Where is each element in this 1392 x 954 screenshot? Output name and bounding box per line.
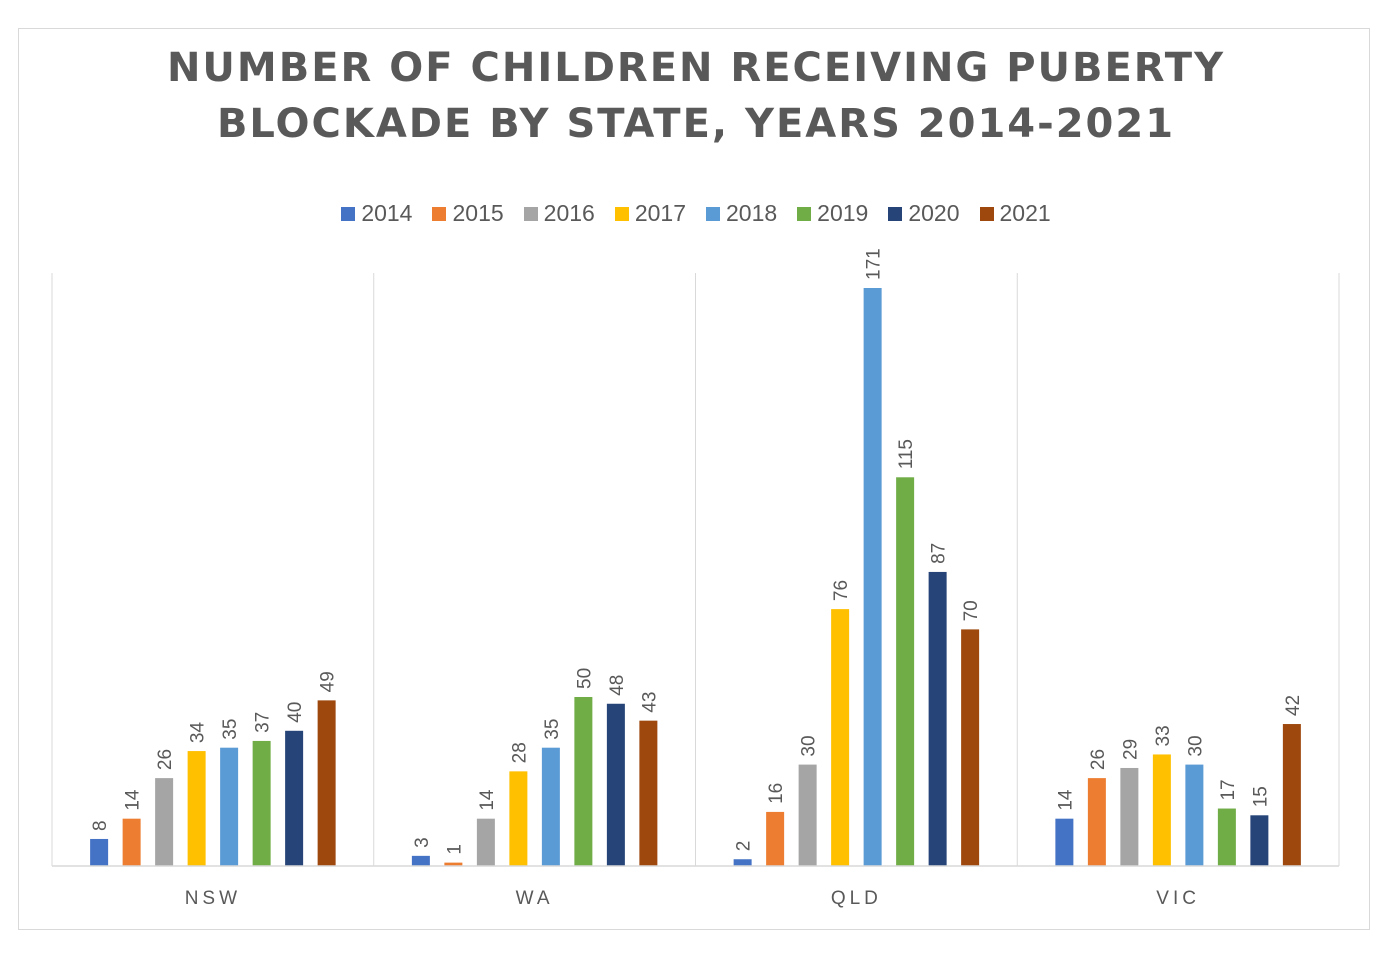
chart-title: NUMBER OF CHILDREN RECEIVING PUBERTY BLO… xyxy=(0,40,1392,152)
category-label-WA: WA xyxy=(516,888,554,909)
data-label-QLD-2018: 171 xyxy=(864,248,885,280)
bar-NSW-2018 xyxy=(220,747,239,866)
bar-QLD-2014 xyxy=(733,859,752,866)
legend-label-2017: 2017 xyxy=(634,200,686,226)
bar-WA-2021 xyxy=(639,720,658,866)
bar-VIC-2016 xyxy=(1120,767,1139,866)
bar-NSW-2015 xyxy=(122,818,141,866)
legend-item-2021: 2021 xyxy=(979,200,1051,227)
legend-item-2016: 2016 xyxy=(523,200,595,227)
bar-NSW-2014 xyxy=(90,838,109,866)
legend-swatch-2019 xyxy=(797,206,812,221)
data-label-VIC-2017: 33 xyxy=(1153,725,1174,746)
legend-swatch-2020 xyxy=(888,206,903,221)
data-label-VIC-2014: 14 xyxy=(1055,789,1076,811)
data-label-QLD-2017: 76 xyxy=(831,580,852,601)
bar-VIC-2015 xyxy=(1087,778,1106,866)
bar-NSW-2020 xyxy=(285,730,304,866)
data-label-WA-2021: 43 xyxy=(639,692,660,713)
data-label-WA-2016: 14 xyxy=(477,789,498,811)
data-label-VIC-2015: 26 xyxy=(1088,749,1109,770)
bar-VIC-2018 xyxy=(1185,764,1204,866)
legend-swatch-2014 xyxy=(341,206,356,221)
data-label-NSW-2018: 35 xyxy=(220,719,241,740)
legend-item-2014: 2014 xyxy=(341,200,412,227)
data-label-VIC-2016: 29 xyxy=(1120,739,1141,760)
legend-swatch-2018 xyxy=(706,206,720,221)
data-label-QLD-2021: 70 xyxy=(961,600,982,621)
bar-NSW-2021 xyxy=(317,700,336,866)
bar-NSW-2016 xyxy=(155,778,174,866)
legend-label-2019: 2019 xyxy=(817,200,869,226)
legend-item-2018: 2018 xyxy=(706,200,777,227)
bar-QLD-2015 xyxy=(766,811,785,866)
bar-VIC-2021 xyxy=(1282,724,1301,866)
legend-label-2018: 2018 xyxy=(726,200,778,226)
data-label-QLD-2014: 2 xyxy=(734,841,755,852)
legend-label-2021: 2021 xyxy=(999,200,1051,226)
data-label-QLD-2019: 115 xyxy=(896,439,917,469)
legend-label-2014: 2014 xyxy=(361,200,413,226)
bar-QLD-2016 xyxy=(798,764,817,866)
data-label-WA-2018: 35 xyxy=(542,719,563,740)
bar-VIC-2019 xyxy=(1217,808,1236,866)
bar-VIC-2014 xyxy=(1055,818,1074,866)
legend-swatch-2015 xyxy=(432,206,447,221)
bar-WA-2017 xyxy=(509,771,528,866)
data-label-VIC-2018: 30 xyxy=(1185,735,1206,756)
legend-label-2020: 2020 xyxy=(908,200,960,226)
data-label-WA-2017: 28 xyxy=(509,742,530,763)
category-label-NSW: NSW xyxy=(185,888,241,909)
data-label-VIC-2020: 15 xyxy=(1250,786,1271,807)
data-label-NSW-2014: 8 xyxy=(90,820,111,831)
data-label-WA-2020: 48 xyxy=(607,675,628,696)
chart-frame xyxy=(18,28,1370,930)
data-label-NSW-2020: 40 xyxy=(285,702,306,723)
legend-swatch-2017 xyxy=(614,206,629,221)
category-label-QLD: QLD xyxy=(831,888,882,909)
bar-QLD-2019 xyxy=(896,477,915,866)
chart-title-line-2: BLOCKADE BY STATE, YEARS 2014-2021 xyxy=(216,101,1176,147)
data-label-NSW-2016: 26 xyxy=(155,749,176,770)
data-label-QLD-2015: 16 xyxy=(766,783,787,804)
data-label-VIC-2019: 17 xyxy=(1218,779,1239,800)
bar-QLD-2018 xyxy=(863,288,882,866)
legend-label-2015: 2015 xyxy=(452,200,504,226)
bar-QLD-2021 xyxy=(961,629,980,866)
bar-WA-2016 xyxy=(476,818,495,866)
data-label-NSW-2015: 14 xyxy=(123,789,144,811)
data-label-VIC-2021: 42 xyxy=(1283,695,1304,716)
chart-legend: 2014 2015 2016 2017 2018 2019 2020 2021 xyxy=(0,200,1392,227)
bar-WA-2015 xyxy=(444,862,463,866)
bar-WA-2014 xyxy=(411,855,430,866)
bar-QLD-2020 xyxy=(928,571,947,866)
bar-VIC-2017 xyxy=(1152,754,1171,866)
data-label-NSW-2017: 34 xyxy=(188,722,209,744)
legend-item-2015: 2015 xyxy=(432,200,504,227)
data-label-WA-2014: 3 xyxy=(412,837,433,848)
data-label-QLD-2016: 30 xyxy=(799,735,820,756)
data-label-NSW-2019: 37 xyxy=(253,712,274,733)
data-label-WA-2019: 50 xyxy=(574,668,595,689)
legend-swatch-2016 xyxy=(523,206,538,221)
legend-item-2020: 2020 xyxy=(888,200,960,227)
chart-title-line-1: NUMBER OF CHILDREN RECEIVING PUBERTY xyxy=(166,45,1226,91)
legend-swatch-2021 xyxy=(979,206,994,221)
bar-NSW-2017 xyxy=(187,751,206,866)
legend-item-2019: 2019 xyxy=(797,200,868,227)
bar-WA-2019 xyxy=(574,696,593,866)
bar-QLD-2017 xyxy=(831,609,850,866)
category-label-VIC: VIC xyxy=(1156,888,1200,909)
bar-NSW-2019 xyxy=(252,740,271,866)
data-label-QLD-2020: 87 xyxy=(929,543,950,564)
legend-label-2016: 2016 xyxy=(543,200,595,226)
bar-WA-2020 xyxy=(606,703,625,866)
data-label-WA-2015: 1 xyxy=(444,844,465,855)
data-label-NSW-2021: 49 xyxy=(318,671,339,692)
bar-VIC-2020 xyxy=(1250,815,1269,866)
legend-item-2017: 2017 xyxy=(614,200,686,227)
bar-WA-2018 xyxy=(541,747,560,866)
